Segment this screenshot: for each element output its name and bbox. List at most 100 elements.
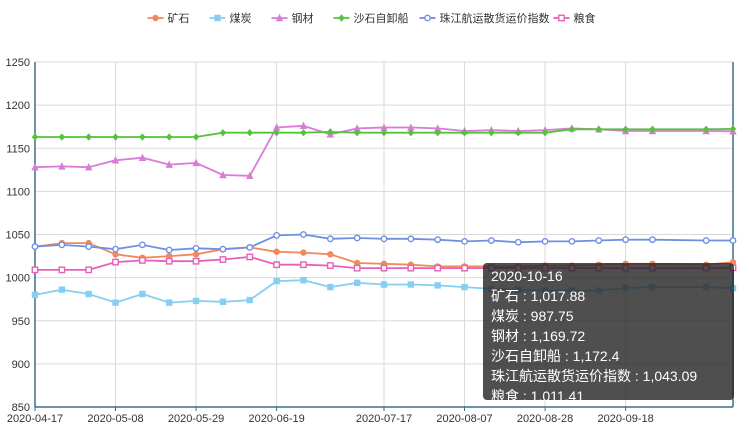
data-point [165,257,173,265]
legend-item[interactable]: 钢材 [271,11,314,25]
series-3 [31,125,737,141]
data-point [300,231,307,238]
legend-item[interactable]: 珠江航运散货运价指数 [419,11,550,25]
y-tick-label: 950 [12,316,30,328]
data-point [246,253,254,261]
data-point [434,129,441,137]
data-point [31,291,39,299]
grid [34,61,733,408]
legend-marker [275,13,284,22]
data-point [58,133,66,141]
legend-marker [338,14,345,22]
series-line [35,128,734,138]
data-point [58,162,66,170]
data-point [407,281,415,288]
tooltip-row: 煤炭 : 987.75 [491,308,574,324]
data-point [84,163,93,171]
data-point [192,158,200,167]
legend-marker [152,14,159,22]
legend-label: 钢材 [292,11,314,25]
data-point [327,251,334,258]
data-point [461,129,468,137]
y-tick-label: 1250 [6,57,30,69]
legend-item[interactable]: 矿石 [147,12,190,25]
data-point [729,125,737,133]
data-point [541,129,549,137]
data-point [112,133,119,141]
data-point [326,262,334,269]
data-point [326,235,334,243]
legend-item[interactable]: 沙石自卸船 [333,11,409,25]
data-point [58,241,66,249]
data-point [353,234,361,242]
y-tick-label: 1100 [6,186,30,198]
tooltip-row: 珠江航运散货运价指数 : 1,043.09 [491,368,698,384]
series-2 [31,121,737,180]
data-point [165,246,173,254]
data-point [407,264,415,272]
data-point [273,277,280,285]
data-point [246,244,254,251]
legend-marker [558,14,565,22]
tooltip-row: 沙石自卸船 : 1,172.4 [491,348,620,364]
data-point [192,133,200,141]
data-point [353,129,361,137]
data-point [649,236,656,244]
data-point [622,125,629,133]
legend[interactable]: 矿石 煤炭 钢材 沙石自卸船 珠江航运散货运价指数 粮食 [147,11,596,25]
data-point [729,237,737,244]
legend-label: 粮食 [574,11,596,25]
data-point [219,256,227,263]
data-point [58,286,66,293]
tooltip-row: 粮食 : 1,011.41 [491,388,585,404]
data-point [327,128,334,136]
data-point [85,133,92,141]
legend-label: 珠江航运散货运价指数 [440,11,550,25]
data-point [515,129,522,137]
data-point [595,237,603,244]
x-tick-label: 2020-05-08 [87,413,143,425]
data-point [246,171,254,180]
tooltip-date: 2020-10-16 [491,268,563,284]
data-point [380,123,388,131]
data-point [595,125,602,133]
data-point [192,244,200,252]
data-point [434,236,442,244]
data-point [380,129,388,137]
data-point [246,129,253,137]
data-point [138,241,146,249]
data-point [353,124,361,132]
data-point [219,170,227,179]
data-point [541,237,549,245]
legend-label: 沙石自卸船 [354,11,409,25]
data-point [488,129,495,137]
data-point [380,235,388,243]
data-point [139,290,146,298]
data-point [85,266,93,274]
data-point [272,123,281,131]
data-point [380,281,388,288]
legend-item[interactable]: 煤炭 [209,12,252,25]
y-tick-label: 1000 [6,273,30,285]
data-point [112,251,119,258]
data-point [622,236,630,244]
data-point [380,264,388,272]
data-point [353,279,361,286]
tooltip-row: 矿石 : 1,017.88 [491,288,586,304]
series-line [34,233,733,251]
data-point [273,231,281,239]
series-4 [31,231,737,254]
data-point [246,296,253,304]
data-point [353,259,361,267]
data-point [192,257,200,265]
legend-marker [424,14,431,22]
data-point [112,299,119,306]
data-point [166,252,173,260]
data-point [702,237,710,244]
data-point [514,238,522,246]
data-point [300,129,307,137]
data-point [219,298,227,305]
legend-item[interactable]: 粮食 [553,11,596,25]
data-point [300,261,307,269]
x-tick-label: 2020-08-07 [436,413,492,425]
